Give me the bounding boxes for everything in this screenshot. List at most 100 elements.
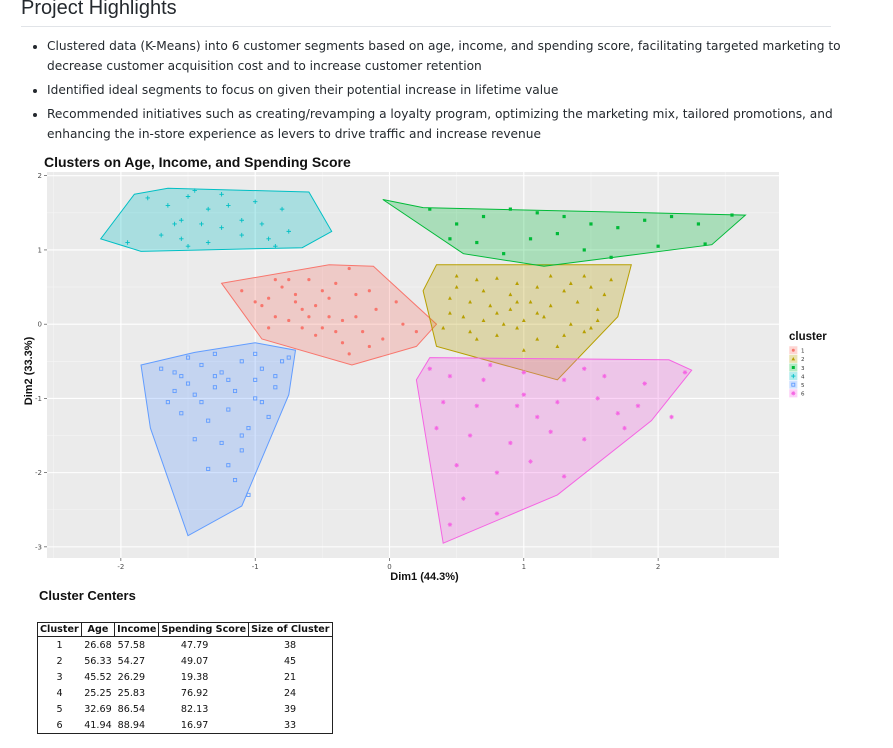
data-point bbox=[515, 299, 520, 304]
data-point bbox=[609, 277, 614, 282]
cluster-points-5 bbox=[159, 351, 291, 497]
data-point bbox=[494, 470, 500, 475]
data-point bbox=[205, 240, 211, 245]
data-point bbox=[481, 377, 486, 383]
data-point bbox=[635, 403, 641, 409]
data-point bbox=[125, 240, 130, 245]
data-point bbox=[555, 399, 560, 405]
data-point bbox=[300, 307, 304, 311]
data-point bbox=[212, 351, 217, 356]
data-point bbox=[427, 366, 433, 371]
cell-cluster: 5 bbox=[37, 701, 82, 717]
data-point bbox=[568, 281, 573, 285]
data-point bbox=[239, 359, 244, 364]
cluster-points-3 bbox=[428, 207, 734, 259]
col-age: Age bbox=[80, 622, 116, 637]
y-tick-label: -1 bbox=[35, 395, 42, 403]
data-point bbox=[259, 221, 265, 227]
highlight-item: Recommended initiatives such as creating… bbox=[47, 104, 862, 144]
data-point bbox=[192, 392, 197, 397]
data-point bbox=[260, 304, 264, 308]
legend-marker-3 bbox=[791, 366, 795, 369]
data-point bbox=[252, 199, 258, 204]
x-tick-label: -1 bbox=[252, 563, 259, 571]
table-row: 5 32.69 86.54 82.13 39 bbox=[37, 701, 333, 717]
data-point bbox=[535, 336, 540, 341]
data-point bbox=[246, 492, 251, 497]
cell-spending-score: 82.13 bbox=[180, 703, 209, 715]
data-point bbox=[145, 195, 150, 201]
data-point bbox=[474, 277, 479, 282]
data-point bbox=[205, 206, 211, 212]
data-point bbox=[267, 326, 271, 330]
data-point bbox=[495, 276, 499, 280]
legend-label-2: 2 bbox=[801, 357, 805, 363]
data-point bbox=[589, 284, 593, 289]
data-point bbox=[535, 284, 540, 289]
legend-title: cluster bbox=[789, 331, 827, 343]
data-point bbox=[226, 463, 231, 468]
data-point bbox=[602, 292, 607, 297]
cell-income: 57.58 bbox=[117, 639, 146, 651]
table-row: 3 45.52 26.29 19.38 21 bbox=[37, 669, 333, 685]
data-point bbox=[334, 281, 338, 285]
legend-marker-4 bbox=[791, 374, 796, 379]
data-point bbox=[401, 322, 405, 326]
data-point bbox=[199, 221, 204, 227]
data-point bbox=[501, 322, 506, 326]
data-point bbox=[367, 344, 371, 349]
data-point bbox=[226, 377, 231, 382]
data-point bbox=[555, 232, 559, 236]
legend-label-5: 5 bbox=[801, 383, 805, 389]
data-point bbox=[212, 385, 217, 390]
cluster-centers-table: Cluster Age Income Spending Score Size o… bbox=[37, 622, 333, 734]
x-axis-label: Dim1 (44.3%) bbox=[390, 571, 459, 583]
highlight-item: Identified ideal segments to focus on gi… bbox=[47, 80, 862, 100]
data-point bbox=[656, 244, 660, 248]
cell-size: 38 bbox=[248, 636, 333, 653]
col-size: Size of Cluster bbox=[248, 622, 333, 637]
cell-cluster: 2 bbox=[37, 653, 82, 669]
data-point bbox=[307, 278, 311, 282]
cluster-hull-6 bbox=[415, 357, 693, 544]
data-point bbox=[212, 374, 217, 379]
data-point bbox=[354, 292, 358, 297]
x-tick-label: 2 bbox=[656, 563, 660, 571]
data-point bbox=[327, 315, 331, 319]
data-point bbox=[730, 213, 734, 217]
legend-marker-2 bbox=[791, 356, 796, 361]
data-point bbox=[347, 266, 351, 271]
data-point bbox=[454, 273, 459, 278]
chart-title: Clusters on Age, Income, and Spending Sc… bbox=[44, 154, 351, 170]
cell-cluster: 4 bbox=[37, 685, 82, 701]
data-point bbox=[394, 300, 398, 304]
data-point bbox=[562, 333, 567, 337]
data-point bbox=[239, 433, 244, 438]
data-point bbox=[481, 318, 486, 323]
cell-spending-score: 19.38 bbox=[180, 671, 209, 683]
table-header-row: Cluster Age Income Spending Score Size o… bbox=[37, 622, 333, 637]
data-point bbox=[279, 359, 285, 364]
cluster-hull-2 bbox=[422, 264, 632, 381]
data-point bbox=[179, 411, 184, 416]
data-point bbox=[475, 240, 479, 245]
data-point bbox=[172, 388, 177, 394]
data-point bbox=[219, 192, 224, 197]
data-point bbox=[495, 310, 499, 315]
data-point bbox=[232, 388, 238, 394]
data-point bbox=[642, 381, 647, 386]
cell-cluster: 3 bbox=[37, 669, 82, 685]
data-point bbox=[582, 273, 587, 278]
data-point bbox=[240, 289, 244, 293]
data-point bbox=[286, 229, 292, 234]
data-point bbox=[179, 236, 184, 242]
data-point bbox=[562, 288, 567, 293]
data-point bbox=[434, 425, 439, 431]
data-point bbox=[267, 296, 271, 300]
data-point bbox=[589, 222, 593, 226]
data-point bbox=[528, 237, 533, 241]
data-point bbox=[669, 214, 674, 219]
data-point bbox=[615, 411, 621, 416]
col-spending-score: Spending Score bbox=[158, 622, 250, 637]
data-point bbox=[428, 207, 432, 211]
